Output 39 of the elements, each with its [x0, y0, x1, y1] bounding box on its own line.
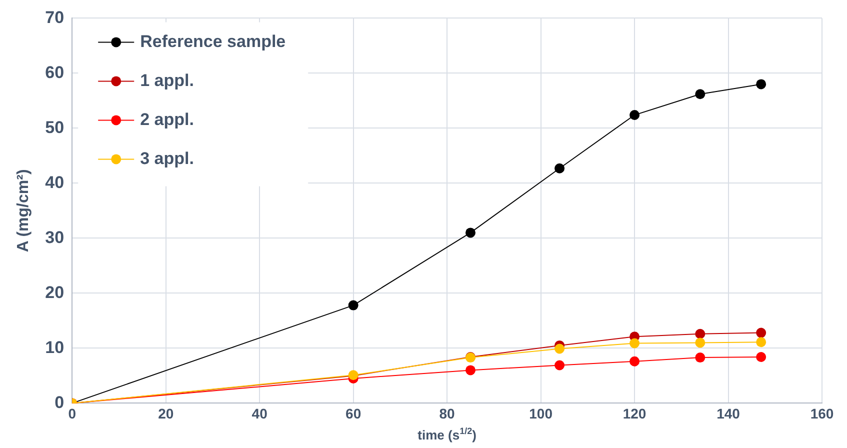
x-axis-title: time (s$^{1/2}$)	[418, 426, 476, 442]
x-tick-label: 0	[68, 405, 76, 422]
legend-label: 1 appl.	[140, 70, 194, 90]
point	[554, 360, 565, 370]
y-tick-label: 30	[45, 228, 64, 247]
point	[695, 338, 706, 348]
x-tick-label: 60	[346, 405, 362, 422]
point	[348, 300, 358, 310]
x-tick-label: 160	[810, 405, 834, 422]
y-tick-label: 50	[45, 118, 64, 137]
y-tick-label: 70	[45, 8, 64, 27]
point	[756, 79, 766, 90]
point	[554, 344, 565, 354]
legend-label: Reference sample	[140, 32, 286, 51]
point	[756, 352, 766, 362]
y-axis-title: A (mg/cm²)	[15, 169, 32, 252]
x-tick-label: 120	[622, 405, 646, 422]
point	[695, 352, 706, 363]
point	[630, 338, 640, 348]
point	[695, 328, 706, 339]
x-tick-label: 80	[439, 405, 456, 422]
point	[756, 328, 766, 338]
point	[695, 89, 706, 100]
point	[465, 228, 476, 238]
point	[630, 356, 640, 366]
y-tick-label: 60	[45, 62, 64, 82]
point	[465, 365, 476, 376]
point	[554, 163, 565, 174]
x-tick-label: 100	[529, 405, 553, 422]
legend-label: 2 appl.	[140, 110, 194, 129]
x-tick-label: 140	[716, 405, 740, 422]
x-tick-label: 40	[252, 405, 268, 422]
y-tick-label: 10	[45, 338, 64, 357]
legend-label: 3 appl.	[140, 148, 194, 168]
x-tick-label: 20	[158, 405, 174, 422]
point	[756, 337, 766, 348]
y-tick-label: 40	[45, 172, 64, 192]
point	[630, 110, 640, 120]
y-tick-label: 20	[45, 282, 64, 302]
